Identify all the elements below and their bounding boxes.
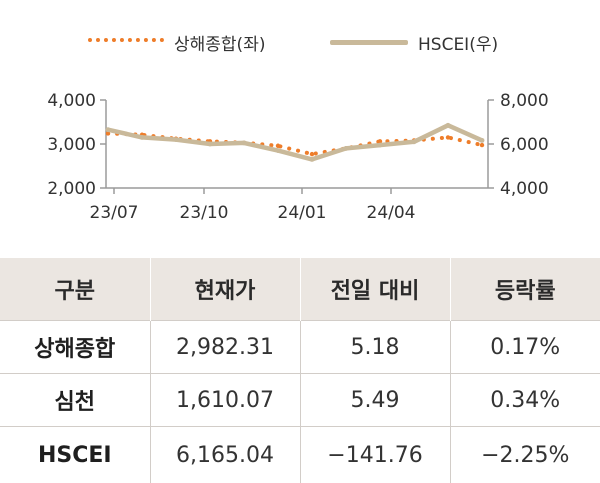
data-point-hscei: [276, 148, 281, 153]
x-tick-label: 24/04: [367, 203, 416, 223]
left-tick-label: 4,000: [47, 91, 96, 111]
row-price: 1,610.07: [150, 374, 300, 427]
row-price: 2,982.31: [150, 321, 300, 374]
data-point-hscei: [174, 137, 179, 142]
row-rate: −2.25%: [450, 427, 600, 483]
data-point-hscei: [412, 139, 417, 144]
table-row: 심천 1,610.07 5.49 0.34%: [0, 374, 600, 427]
row-change: −141.76: [300, 427, 450, 483]
row-name: 심천: [0, 374, 150, 427]
data-point-hscei: [310, 157, 315, 162]
row-name: HSCEI: [0, 427, 150, 483]
left-tick-label: 3,000: [47, 135, 96, 155]
data-point-hscei: [140, 135, 145, 140]
data-point-hscei: [480, 138, 485, 143]
table-row: 상해종합 2,982.31 5.18 0.17%: [0, 321, 600, 374]
data-point-hscei: [208, 142, 213, 147]
row-change: 5.49: [300, 374, 450, 427]
data-point-hscei: [106, 127, 111, 132]
data-point-shanghai: [276, 144, 280, 148]
table-header-row: 구분 현재가 전일 대비 등락률: [0, 258, 600, 321]
quote-table: 구분 현재가 전일 대비 등락률 상해종합 2,982.31 5.18 0.17…: [0, 258, 600, 483]
table-row: HSCEI 6,165.04 −141.76 −2.25%: [0, 427, 600, 483]
x-tick-label: 24/01: [278, 203, 327, 223]
data-point-shanghai: [446, 135, 450, 139]
data-point-hscei: [378, 143, 383, 148]
row-rate: 0.34%: [450, 374, 600, 427]
data-point-hscei: [242, 141, 247, 146]
data-point-shanghai: [310, 152, 314, 156]
row-change: 5.18: [300, 321, 450, 374]
right-tick-label: 6,000: [500, 135, 549, 155]
header-category: 구분: [0, 258, 150, 321]
left-tick-label: 2,000: [47, 179, 96, 199]
header-change: 전일 대비: [300, 258, 450, 321]
row-price: 6,165.04: [150, 427, 300, 483]
data-point-hscei: [446, 123, 451, 128]
series-line-hscei: [108, 125, 482, 159]
data-point-shanghai: [480, 143, 484, 147]
right-tick-label: 4,000: [500, 179, 549, 199]
x-tick-label: 23/07: [90, 203, 139, 223]
data-point-hscei: [344, 146, 349, 151]
row-name: 상해종합: [0, 321, 150, 374]
right-tick-label: 8,000: [500, 91, 549, 111]
row-rate: 0.17%: [450, 321, 600, 374]
chart-plot: 4,000 3,000 2,000 8,000 6,000 4,000 23/07 23/10…: [0, 0, 600, 255]
header-price: 현재가: [150, 258, 300, 321]
x-tick-label: 23/10: [180, 203, 229, 223]
header-rate: 등락률: [450, 258, 600, 321]
